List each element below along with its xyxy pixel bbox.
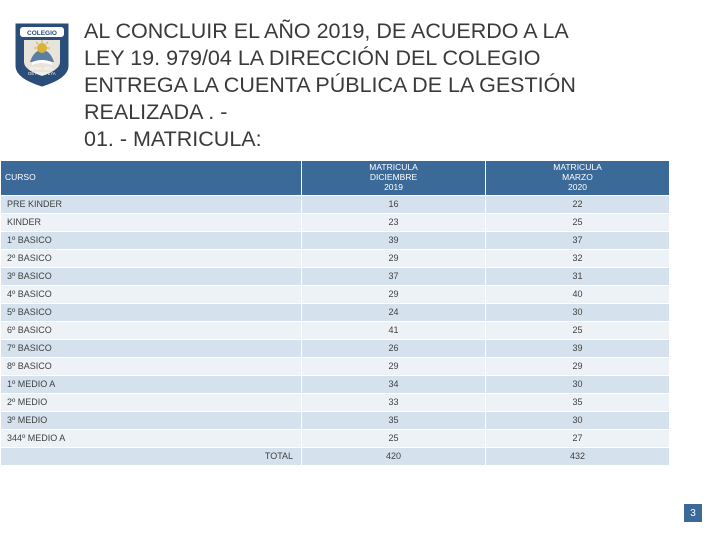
cell-dic: 39 [302, 231, 486, 249]
page-title: AL CONCLUIR EL AÑO 2019, DE ACUERDO A LA… [84, 18, 576, 152]
table-row: 3º BASICO3731 [1, 267, 670, 285]
table-row: 2º MEDIO3335 [1, 393, 670, 411]
cell-total-label: TOTAL [1, 447, 302, 465]
logo-top-text: COLEGIO [27, 30, 57, 37]
table-row: 4º BASICO2940 [1, 285, 670, 303]
title-line: AL CONCLUIR EL AÑO 2019, DE ACUERDO A LA [84, 19, 569, 43]
page-header: COLEGIO NTRA. SRA. DE POMPEYA AL CONCLUI… [0, 0, 720, 160]
title-line: LEY 19. 979/04 LA DIRECCIÓN DEL COLEGIO [84, 46, 541, 70]
cell-curso: KINDER [1, 213, 302, 231]
cell-curso: 2º BASICO [1, 249, 302, 267]
table-row: 6º BASICO4125 [1, 321, 670, 339]
cell-dic: 23 [302, 213, 486, 231]
cell-curso: 6º BASICO [1, 321, 302, 339]
table-row: 5º BASICO2430 [1, 303, 670, 321]
cell-dic: 25 [302, 429, 486, 447]
matricula-table: CURSO MATRICULA DICIEMBRE 2019 MATRICULA… [0, 160, 670, 465]
matricula-table-wrap: CURSO MATRICULA DICIEMBRE 2019 MATRICULA… [0, 160, 720, 465]
cell-mar: 39 [486, 339, 670, 357]
cell-total-dic: 420 [302, 447, 486, 465]
cell-mar: 40 [486, 285, 670, 303]
cell-mar: 30 [486, 303, 670, 321]
cell-curso: 1º MEDIO A [1, 375, 302, 393]
title-line: REALIZADA . - [84, 100, 227, 124]
col-dic: MATRICULA DICIEMBRE 2019 [302, 161, 486, 195]
table-row: 7º BASICO2639 [1, 339, 670, 357]
cell-mar: 35 [486, 393, 670, 411]
cell-mar: 30 [486, 375, 670, 393]
cell-dic: 37 [302, 267, 486, 285]
table-header-row: CURSO MATRICULA DICIEMBRE 2019 MATRICULA… [1, 161, 670, 195]
cell-dic: 33 [302, 393, 486, 411]
cell-curso: 344º MEDIO A [1, 429, 302, 447]
cell-curso: 3º MEDIO [1, 411, 302, 429]
table-row: KINDER2325 [1, 213, 670, 231]
cell-dic: 29 [302, 285, 486, 303]
cell-dic: 41 [302, 321, 486, 339]
cell-dic: 29 [302, 249, 486, 267]
cell-mar: 27 [486, 429, 670, 447]
cell-curso: 8º BASICO [1, 357, 302, 375]
cell-mar: 32 [486, 249, 670, 267]
cell-mar: 29 [486, 357, 670, 375]
cell-mar: 25 [486, 213, 670, 231]
cell-dic: 34 [302, 375, 486, 393]
cell-curso: 1º BASICO [1, 231, 302, 249]
cell-mar: 25 [486, 321, 670, 339]
table-row: PRE KINDER1622 [1, 195, 670, 213]
table-row: 1º MEDIO A3430 [1, 375, 670, 393]
table-row: 1º BASICO3937 [1, 231, 670, 249]
table-row: 3º MEDIO3530 [1, 411, 670, 429]
cell-total-mar: 432 [486, 447, 670, 465]
cell-curso: 5º BASICO [1, 303, 302, 321]
cell-mar: 22 [486, 195, 670, 213]
cell-curso: 4º BASICO [1, 285, 302, 303]
cell-mar: 37 [486, 231, 670, 249]
cell-dic: 29 [302, 357, 486, 375]
table-row: 8º BASICO2929 [1, 357, 670, 375]
svg-text:DE POMPEYA: DE POMPEYA [28, 71, 56, 76]
title-line: 01. - MATRICULA: [84, 127, 262, 151]
cell-mar: 31 [486, 267, 670, 285]
school-logo: COLEGIO NTRA. SRA. DE POMPEYA [12, 18, 72, 88]
table-row: 344º MEDIO A2527 [1, 429, 670, 447]
table-total-row: TOTAL420432 [1, 447, 670, 465]
cell-curso: PRE KINDER [1, 195, 302, 213]
cell-curso: 2º MEDIO [1, 393, 302, 411]
cell-dic: 35 [302, 411, 486, 429]
page-number: 3 [684, 504, 702, 522]
cell-dic: 16 [302, 195, 486, 213]
cell-curso: 7º BASICO [1, 339, 302, 357]
cell-curso: 3º BASICO [1, 267, 302, 285]
table-row: 2º BASICO2932 [1, 249, 670, 267]
col-curso: CURSO [1, 161, 302, 195]
cell-dic: 24 [302, 303, 486, 321]
title-line: ENTREGA LA CUENTA PÚBLICA DE LA GESTIÓN [84, 73, 576, 97]
col-mar: MATRICULA MARZO 2020 [486, 161, 670, 195]
cell-mar: 30 [486, 411, 670, 429]
cell-dic: 26 [302, 339, 486, 357]
